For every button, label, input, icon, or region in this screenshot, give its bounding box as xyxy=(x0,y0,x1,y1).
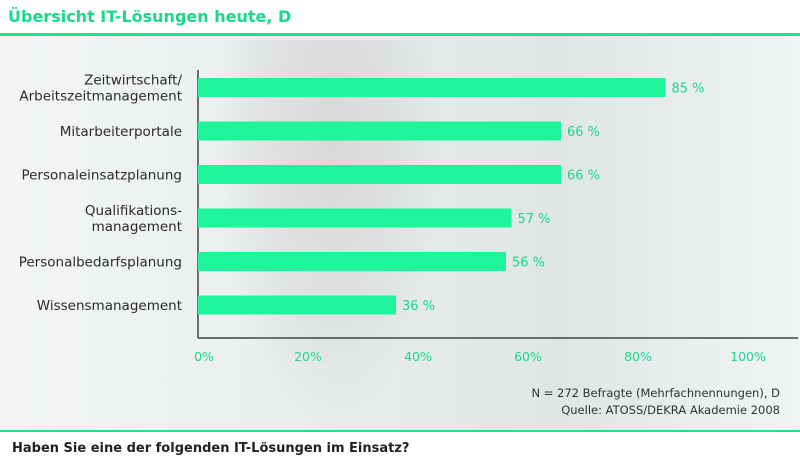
bar xyxy=(198,252,506,271)
source-note: Quelle: ATOSS/DEKRA Akademie 2008 xyxy=(561,403,780,417)
x-tick-label: 20% xyxy=(294,349,322,364)
header-bar: Übersicht IT-Lösungen heute, D xyxy=(0,0,800,36)
category-label: Mitarbeiterportale xyxy=(60,124,182,140)
bar xyxy=(198,78,666,97)
x-tick-label: 100% xyxy=(730,349,766,364)
data-label: 56 % xyxy=(512,256,545,271)
background-photo xyxy=(0,36,800,430)
bar xyxy=(198,208,512,228)
chart-title: Übersicht IT-Lösungen heute, D xyxy=(8,7,292,26)
x-tick-label: 40% xyxy=(404,349,432,364)
bar xyxy=(198,121,561,141)
bar xyxy=(198,165,561,184)
x-tick-label: 0% xyxy=(194,349,214,364)
x-tick-label: 60% xyxy=(514,349,542,364)
category-label: Personaleinsatzplanung xyxy=(21,168,182,184)
category-label: management xyxy=(92,219,182,235)
category-label: Personalbedarfsplanung xyxy=(19,255,182,271)
category-label: Arbeitszeitmanagement xyxy=(19,89,182,105)
data-label: 66 % xyxy=(567,125,600,140)
data-label: 85 % xyxy=(672,82,705,97)
data-label: 57 % xyxy=(518,212,551,227)
category-label: Qualifikations- xyxy=(85,203,182,219)
background-person-image xyxy=(215,40,445,430)
x-tick-label: 80% xyxy=(624,349,652,364)
category-label: Wissensmanagement xyxy=(37,298,182,314)
sample-note: N = 272 Befragte (Mehrfachnennungen), D xyxy=(531,386,780,400)
category-label: Zeitwirtschaft/ xyxy=(84,73,182,89)
footer-bar: Haben Sie eine der folgenden IT-Lösungen… xyxy=(0,430,800,466)
survey-question: Haben Sie eine der folgenden IT-Lösungen… xyxy=(12,441,410,456)
data-label: 66 % xyxy=(567,169,600,184)
bar xyxy=(198,295,396,315)
data-label: 36 % xyxy=(402,299,435,314)
